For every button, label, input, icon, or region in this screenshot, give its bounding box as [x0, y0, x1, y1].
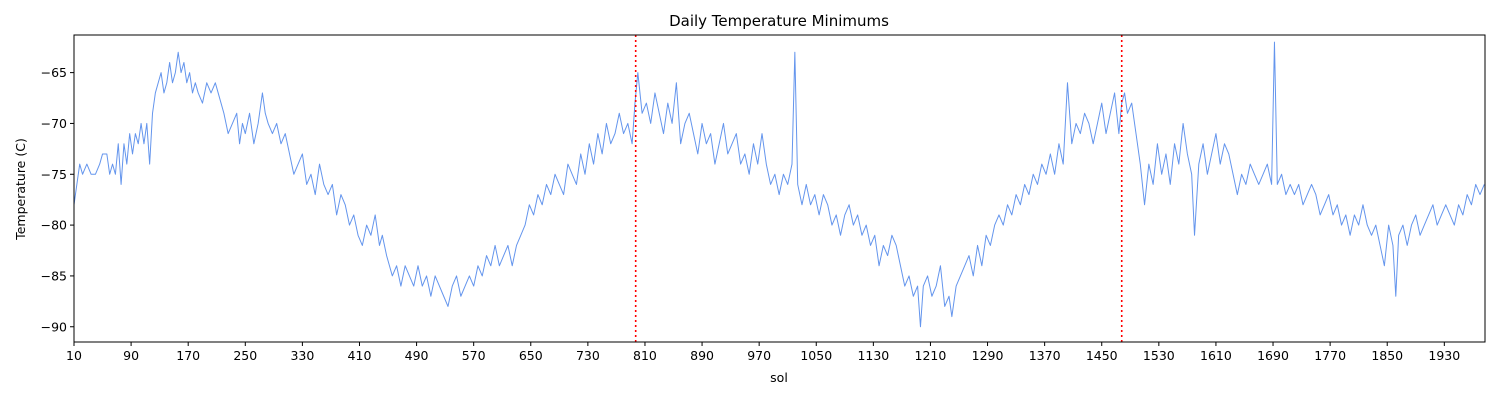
x-tick-label: 170: [176, 348, 200, 363]
y-tick-label: −75: [41, 167, 67, 182]
y-tick-label: −90: [41, 319, 67, 334]
x-tick-label: 970: [747, 348, 771, 363]
x-tick-label: 1610: [1200, 348, 1232, 363]
x-axis-label: sol: [770, 370, 788, 385]
x-tick-label: 490: [405, 348, 429, 363]
x-tick-label: 730: [576, 348, 600, 363]
x-tick-label: 810: [633, 348, 657, 363]
y-tick-label: −65: [41, 65, 67, 80]
x-tick-label: 410: [348, 348, 372, 363]
series-line-0: [74, 41, 1485, 328]
x-tick-label: 1130: [857, 348, 889, 363]
y-tick-label: −85: [41, 268, 67, 283]
x-tick-label: 1930: [1428, 348, 1460, 363]
y-axis-label: Temperature (C): [13, 138, 28, 241]
x-tick-label: 650: [519, 348, 543, 363]
x-tick-label: 1530: [1143, 348, 1175, 363]
x-tick-label: 1290: [972, 348, 1004, 363]
x-tick-label: 1690: [1257, 348, 1289, 363]
y-tick-label: −80: [41, 218, 67, 233]
x-tick-label: 90: [123, 348, 139, 363]
x-tick-label: 1850: [1371, 348, 1403, 363]
x-tick-label: 1050: [800, 348, 832, 363]
x-tick-label: 890: [690, 348, 714, 363]
x-tick-label: 1370: [1029, 348, 1061, 363]
plot-frame: [73, 34, 1486, 343]
x-tick-label: 10: [66, 348, 82, 363]
y-tick-label: −70: [41, 116, 67, 131]
x-tick-label: 250: [233, 348, 257, 363]
x-tick-label: 1770: [1314, 348, 1346, 363]
chart-title: Daily Temperature Minimums: [669, 12, 889, 30]
x-tick-label: 1450: [1086, 348, 1118, 363]
x-tick-label: 1210: [915, 348, 947, 363]
x-tick-label: 330: [290, 348, 314, 363]
x-tick-label: 570: [462, 348, 486, 363]
plot-area: 10 90 170 250 330 410 490 570 650 730 810 890 970 105…: [41, 34, 1486, 363]
